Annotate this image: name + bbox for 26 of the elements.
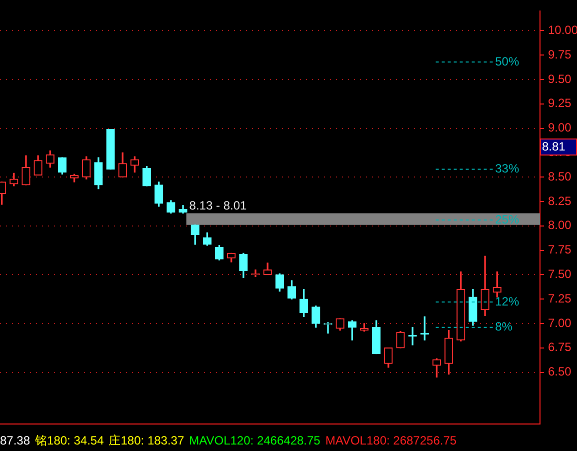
text: 87.38: [0, 433, 30, 448]
y-tick-label: 9.50: [548, 72, 572, 86]
annotation: 12%: [495, 294, 520, 308]
band-label: 8.13 - 8.01: [189, 198, 247, 213]
text: MAVOL180: 2687256.75: [325, 433, 457, 448]
y-tick-label: 7.00: [548, 316, 572, 330]
y-tick-label: 7.25: [548, 291, 572, 306]
text: MAVOL120: 2466428.75: [189, 433, 321, 448]
y-tick-label: 8.50: [548, 169, 572, 184]
y-tick-label: 7.75: [548, 242, 572, 257]
annotation: 33%: [495, 162, 520, 176]
y-tick-label: 8.00: [548, 218, 572, 232]
candlestick: [324, 322, 332, 334]
y-tick-label: 9.00: [548, 120, 572, 135]
y-tick-label: 9.25: [548, 96, 572, 110]
annotation: 50%: [495, 54, 520, 68]
y-tick-label: 9.75: [548, 47, 572, 62]
y-tick-label: 6.50: [548, 364, 572, 379]
annotation: 25%: [495, 212, 520, 226]
annotation: 8%: [495, 320, 513, 334]
text: 铭180: 34.54: [34, 433, 104, 448]
y-tick-label: 7.50: [548, 267, 572, 281]
text: 庄180: 183.37: [108, 433, 184, 448]
y-tick-label: 8.25: [548, 194, 572, 208]
text: 8.81: [542, 139, 566, 154]
y-tick-label: 6.75: [548, 340, 572, 354]
